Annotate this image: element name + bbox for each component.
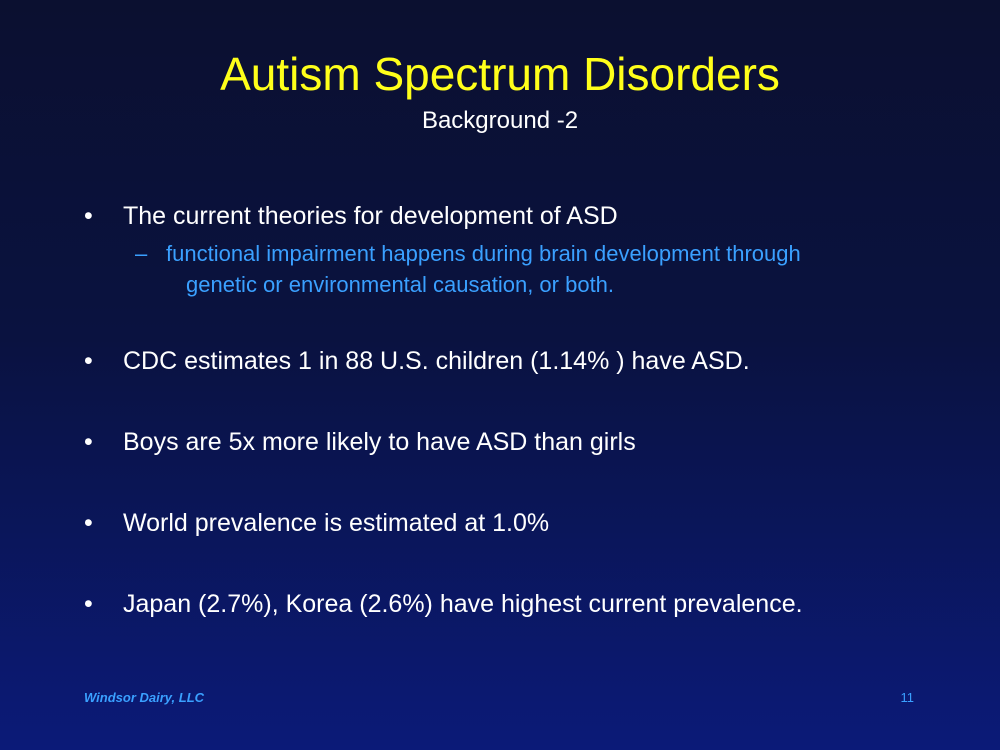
- bullet-marker: •: [84, 202, 93, 230]
- slide-subtitle: Background -2: [421, 107, 579, 134]
- sub-bullet-text-line1: functional impairment happens during bra…: [166, 241, 801, 266]
- bullet-text: The current theories for development of …: [123, 202, 618, 230]
- footer-company-name: Windsor Dairy, LLC: [84, 690, 205, 705]
- bullet-text: CDC estimates 1 in 88 U.S. children (1.1…: [123, 347, 750, 375]
- sub-bullet-marker: –: [135, 241, 148, 266]
- page-number: 11: [900, 690, 915, 705]
- sub-bullet-text-line2: genetic or environmental causation, or b…: [186, 272, 615, 297]
- bullet-marker: •: [84, 590, 93, 618]
- bullet-text: Boys are 5x more likely to have ASD than…: [123, 428, 636, 456]
- bullet-marker: •: [84, 347, 93, 375]
- bullet-marker: •: [84, 428, 93, 456]
- bullet-marker: •: [84, 509, 93, 537]
- slide-title: Autism Spectrum Disorders: [220, 48, 780, 100]
- bullet-text: Japan (2.7%), Korea (2.6%) have highest …: [123, 590, 803, 618]
- bullet-text: World prevalence is estimated at 1.0%: [123, 509, 550, 537]
